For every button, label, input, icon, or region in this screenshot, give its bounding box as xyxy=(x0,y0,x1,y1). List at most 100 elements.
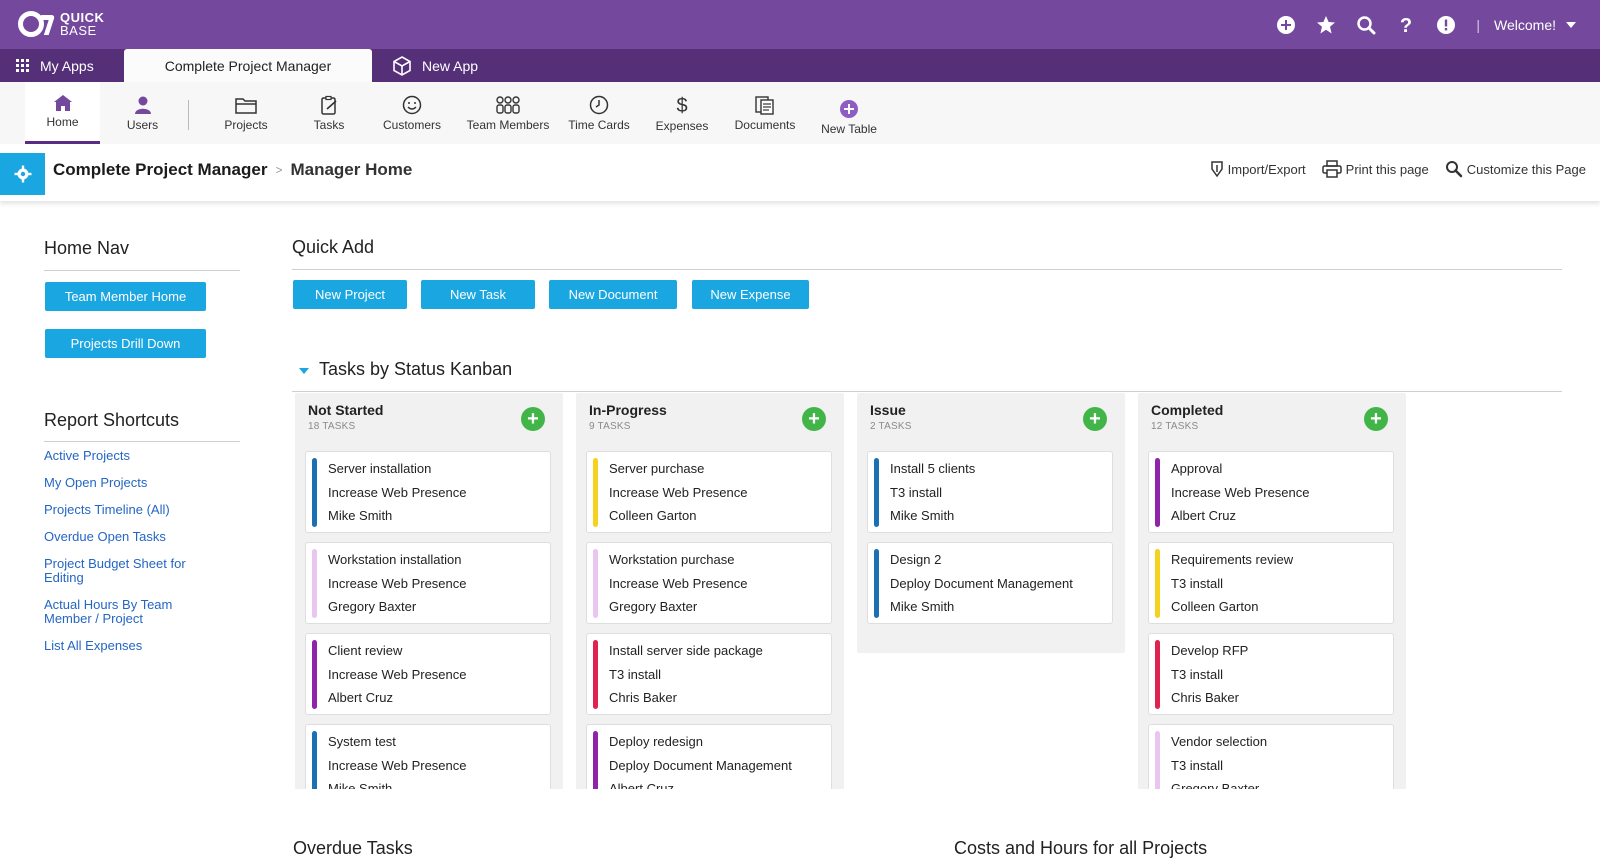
projects-drill-down-button[interactable]: Projects Drill Down xyxy=(45,329,206,358)
add-card-button[interactable]: + xyxy=(802,407,826,431)
report-link-projects-timeline[interactable]: Projects Timeline (All) xyxy=(44,502,170,517)
card-project: T3 install xyxy=(890,485,943,500)
card-project: Deploy Document Management xyxy=(609,758,792,773)
table-nav-new-table[interactable]: New Table xyxy=(812,86,886,148)
status-color-bar xyxy=(312,549,317,618)
kanban-card[interactable]: Develop RFP T3 install Chris Baker xyxy=(1148,633,1394,715)
report-link-my-open-projects[interactable]: My Open Projects xyxy=(44,475,148,490)
report-link-list-all-expenses[interactable]: List All Expenses xyxy=(44,638,143,653)
card-title: System test xyxy=(328,734,396,749)
chevron-down-icon xyxy=(1566,21,1576,28)
breadcrumb-app[interactable]: Complete Project Manager xyxy=(53,160,268,179)
import-export-label: Import/Export xyxy=(1227,161,1306,177)
kanban-card[interactable]: Server installation Increase Web Presenc… xyxy=(305,451,551,533)
home-icon xyxy=(53,95,72,111)
kanban-card[interactable]: Client review Increase Web Presence Albe… xyxy=(305,633,551,715)
table-nav-home[interactable]: Home xyxy=(25,82,100,144)
kanban-card[interactable]: Deploy redesign Deploy Document Manageme… xyxy=(586,724,832,789)
quickbase-logo[interactable]: QUICK BASE xyxy=(16,9,104,39)
status-color-bar xyxy=(593,640,598,709)
customize-page-link[interactable]: Customize this Page xyxy=(1445,160,1586,178)
kanban-column-in-progress: In-Progress 9 TASKS + Server purchase In… xyxy=(576,393,844,789)
kanban-column-header: Completed 12 TASKS xyxy=(1151,402,1223,432)
table-nav-tasks[interactable]: Tasks xyxy=(296,82,362,144)
card-title: Vendor selection xyxy=(1171,734,1268,749)
customize-search-icon xyxy=(1445,161,1463,178)
table-nav-expenses[interactable]: $ Expenses xyxy=(650,82,714,144)
customize-page-label: Customize this Page xyxy=(1466,161,1586,177)
search-icon[interactable] xyxy=(1346,0,1386,49)
card-title: Install server side package xyxy=(609,643,763,658)
table-nav-label: Time Cards xyxy=(568,117,630,132)
kanban-card[interactable]: System test Increase Web Presence Mike S… xyxy=(305,724,551,789)
kanban-card[interactable]: Server purchase Increase Web Presence Co… xyxy=(586,451,832,533)
team-member-home-button[interactable]: Team Member Home xyxy=(45,282,206,311)
kanban-column-completed: Completed 12 TASKS + Approval Increase W… xyxy=(1138,393,1406,789)
new-task-button[interactable]: New Task xyxy=(421,280,535,309)
kanban-card[interactable]: Install 5 clients T3 install Mike Smith xyxy=(867,451,1113,533)
card-assignee: Gregory Baxter xyxy=(328,599,417,614)
table-nav-users[interactable]: Users xyxy=(105,82,180,144)
new-document-button[interactable]: New Document xyxy=(549,280,677,309)
gear-icon xyxy=(14,165,31,183)
my-apps-label: My Apps xyxy=(40,57,94,74)
table-nav-team-members[interactable]: Team Members xyxy=(460,82,556,144)
clock-icon xyxy=(589,95,609,114)
dollar-icon: $ xyxy=(676,95,687,116)
collapse-toggle-icon[interactable] xyxy=(299,368,309,374)
table-nav-projects[interactable]: Projects xyxy=(206,82,286,144)
kanban-card[interactable]: Requirements review T3 install Colleen G… xyxy=(1148,542,1394,624)
kanban-card[interactable]: Install server side package T3 install C… xyxy=(586,633,832,715)
add-card-button[interactable]: + xyxy=(1364,407,1388,431)
table-nav-time-cards[interactable]: Time Cards xyxy=(560,82,638,144)
print-page-label: Print this page xyxy=(1345,161,1429,177)
welcome-menu[interactable]: | Welcome! xyxy=(1476,17,1576,33)
breadcrumb: Complete Project Manager > Manager Home xyxy=(53,160,412,180)
report-link-active-projects[interactable]: Active Projects xyxy=(44,448,130,463)
svg-text:$: $ xyxy=(676,95,687,116)
table-nav-label: Documents xyxy=(734,117,796,132)
new-expense-button[interactable]: New Expense xyxy=(692,280,809,309)
table-nav-documents[interactable]: Documents xyxy=(728,82,802,144)
add-card-button[interactable]: + xyxy=(1083,407,1107,431)
app-settings-button[interactable] xyxy=(0,153,45,195)
card-title: Deploy redesign xyxy=(609,734,703,749)
report-link-project-budget-sheet[interactable]: Project Budget Sheet for Editing xyxy=(44,556,186,585)
report-link-actual-hours[interactable]: Actual Hours By Team Member / Project xyxy=(44,597,173,626)
welcome-label: Welcome! xyxy=(1494,16,1556,33)
divider xyxy=(292,269,1562,270)
card-assignee: Albert Cruz xyxy=(609,781,675,789)
help-icon[interactable]: ? xyxy=(1386,0,1426,49)
kanban-card[interactable]: Vendor selection T3 install Gregory Baxt… xyxy=(1148,724,1394,789)
new-project-button[interactable]: New Project xyxy=(293,280,407,309)
logo-line-1: QUICK xyxy=(60,10,105,25)
card-assignee: Chris Baker xyxy=(609,690,677,705)
import-export-link[interactable]: Import/Export xyxy=(1210,160,1306,178)
kanban-card[interactable]: Workstation purchase Increase Web Presen… xyxy=(586,542,832,624)
status-color-bar xyxy=(593,458,598,527)
import-export-icon xyxy=(1210,161,1223,178)
card-assignee: Mike Smith xyxy=(890,599,955,614)
kanban-card[interactable]: Design 2 Deploy Document Management Mike… xyxy=(867,542,1113,624)
report-shortcuts-list: Active Projects My Open Projects Project… xyxy=(44,449,214,666)
star-icon[interactable] xyxy=(1306,0,1346,49)
add-card-button[interactable]: + xyxy=(521,407,545,431)
divider xyxy=(44,270,240,271)
my-apps-button[interactable]: My Apps xyxy=(16,49,94,82)
kanban-column-name: Issue xyxy=(870,402,906,418)
alert-icon[interactable] xyxy=(1426,0,1466,49)
status-color-bar xyxy=(593,549,598,618)
add-circle-icon[interactable] xyxy=(1266,0,1306,49)
quick-add-title: Quick Add xyxy=(292,237,375,257)
new-app-button[interactable]: New App xyxy=(392,49,478,82)
card-project: T3 install xyxy=(609,667,662,682)
kanban-card[interactable]: Approval Increase Web Presence Albert Cr… xyxy=(1148,451,1394,533)
tab-complete-project-manager[interactable]: Complete Project Manager xyxy=(124,49,372,82)
print-page-link[interactable]: Print this page xyxy=(1321,160,1429,178)
home-nav-title: Home Nav xyxy=(44,238,130,258)
cube-icon xyxy=(393,55,411,76)
report-link-overdue-open-tasks[interactable]: Overdue Open Tasks xyxy=(44,529,166,544)
table-nav-customers[interactable]: Customers xyxy=(372,82,452,144)
kanban-card[interactable]: Workstation installation Increase Web Pr… xyxy=(305,542,551,624)
card-assignee: Chris Baker xyxy=(1171,690,1239,705)
